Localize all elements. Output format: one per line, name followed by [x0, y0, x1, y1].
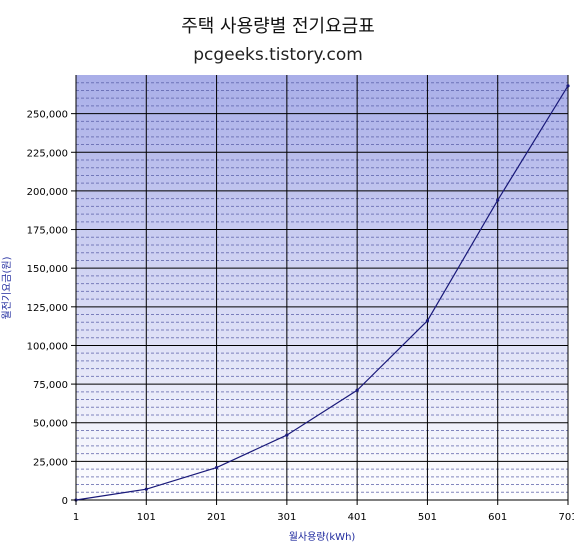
data-point	[214, 465, 219, 470]
tick-labels: 0 25,000 50,000 75,000 100,000 125,000 150,000…	[27, 110, 574, 523]
data-point	[566, 84, 570, 88]
plot-area	[76, 75, 568, 500]
axes	[75, 75, 568, 501]
data-point	[496, 198, 500, 202]
y-tick-label: 50,000	[33, 419, 68, 430]
y-tick-label: 150,000	[27, 264, 68, 275]
chart-title: 주택 사용량별 전기요금표	[181, 16, 375, 37]
x-tick-label: 201	[207, 512, 226, 523]
x-tick-label: 1	[73, 512, 79, 523]
x-tick-label: 301	[277, 512, 296, 523]
data-point	[144, 487, 148, 491]
x-tick-label: 401	[348, 512, 367, 523]
y-tick-label: 100,000	[27, 341, 68, 352]
data-point	[425, 319, 430, 323]
y-tick-label: 225,000	[27, 148, 68, 159]
x-tick-label: 601	[488, 512, 507, 523]
y-tick-label: 125,000	[27, 303, 68, 314]
series-line	[75, 85, 569, 501]
grid	[76, 75, 569, 500]
y-tick-label: 75,000	[33, 380, 68, 391]
y-tick-label: 250,000	[27, 110, 68, 121]
y-tick-label: 0	[62, 496, 68, 507]
y-tick-label: 175,000	[27, 226, 68, 237]
x-axis-title: 월사용량(kWh)	[289, 531, 356, 543]
x-tick-label: 101	[137, 512, 156, 523]
data-point	[355, 388, 359, 392]
x-tick-label: 501	[418, 512, 437, 523]
y-tick-label: 200,000	[27, 187, 68, 198]
y-axis-title: 월전기요금(원)	[1, 256, 13, 319]
x-tick-label: 701	[558, 512, 574, 523]
y-tick-label: 25,000	[33, 457, 68, 468]
data-point	[285, 433, 289, 437]
chart-subtitle: pcgeeks.tistory.com	[193, 45, 363, 65]
